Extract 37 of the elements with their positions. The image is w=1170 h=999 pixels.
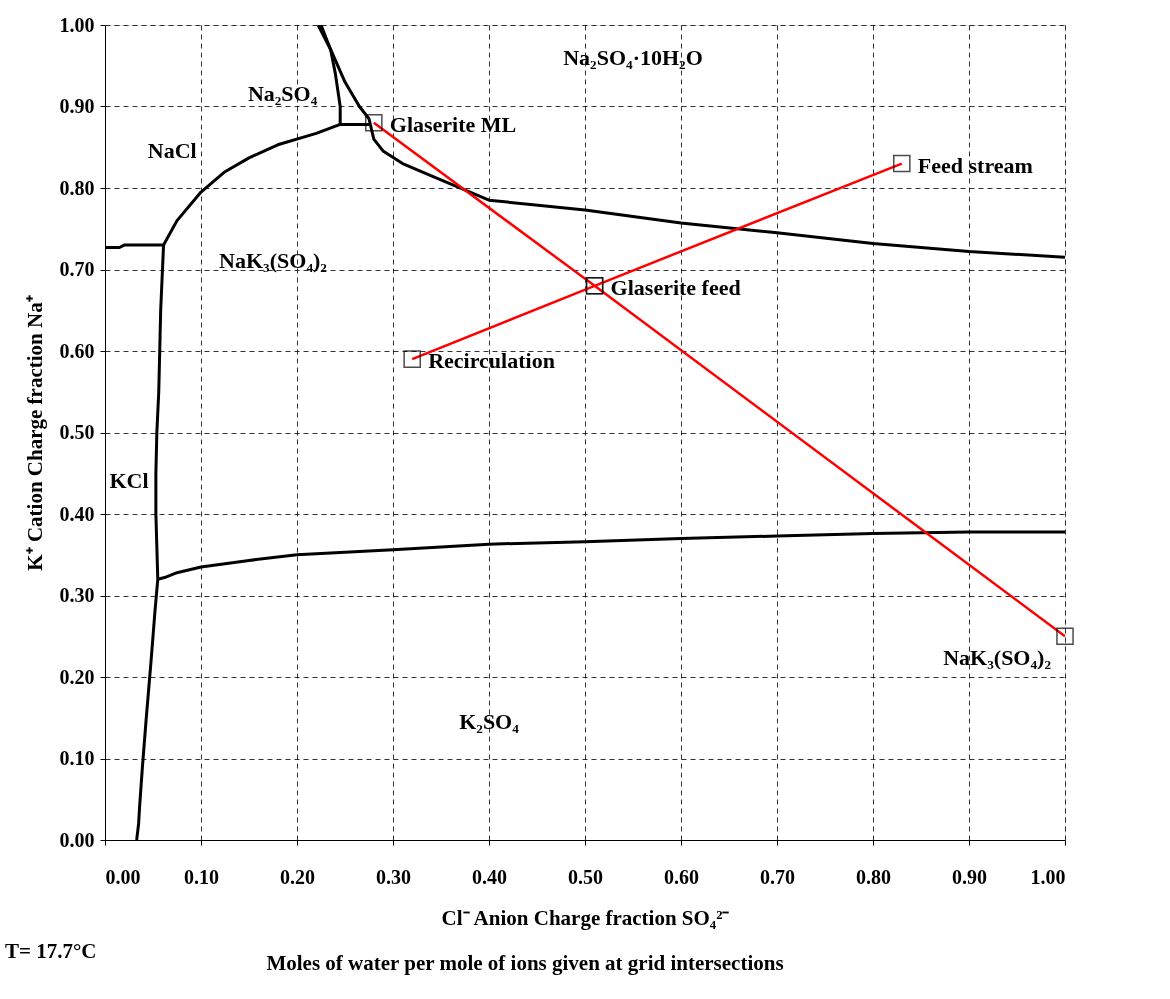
text: Moles of water per mole of ions given at grid intersections <box>266 951 784 975</box>
y-tick-label: 0.50 <box>59 421 95 443</box>
y-tick-label: 0.90 <box>59 95 95 117</box>
annotation: Feed stream <box>917 152 1033 178</box>
x-tick-label: 1.00 <box>1030 865 1066 888</box>
y-tick-label: 0.70 <box>59 258 95 280</box>
annotation: Glaserite feed <box>610 274 741 300</box>
y-tick-label: 0.60 <box>59 339 95 362</box>
annotation: Glaserite ML <box>389 111 517 137</box>
y-tick-label: 1.00 <box>59 13 95 36</box>
annotation: Recirculation <box>428 348 555 374</box>
text: T= 17.7°C <box>5 939 97 963</box>
x-tick-label: 0.60 <box>664 865 699 888</box>
annotation: KCl <box>109 468 149 494</box>
y-tick-label: 0.10 <box>59 747 95 769</box>
x-axis-title: Cl⁻ Anion Charge fraction SO₄²⁻ <box>441 905 730 930</box>
annotation: NaCl <box>147 138 197 164</box>
x-tick-label: 0.40 <box>472 865 507 888</box>
annotation: K₂SO₄ <box>459 708 520 734</box>
x-tick-label: 0.70 <box>760 865 795 888</box>
x-tick-label: 0.50 <box>568 865 603 888</box>
annotation: NaK₃(SO₄)₂ <box>219 248 328 274</box>
x-tick-label: 0.10 <box>184 865 219 888</box>
y-axis-title: K⁺ Cation Charge fraction Na⁺ <box>22 295 47 571</box>
y-tick-label: 0.20 <box>59 665 95 688</box>
x-tick-label: 0.20 <box>280 865 315 888</box>
x-tick-label: 0.00 <box>105 865 141 888</box>
annotation: Na₂SO₄·10H₂O <box>563 44 703 70</box>
x-tick-label: 0.30 <box>376 865 411 888</box>
y-tick-label: 0.40 <box>59 502 95 525</box>
y-tick-label: 0.00 <box>59 828 95 851</box>
annotation: NaK₃(SO₄)₂ <box>943 645 1052 671</box>
y-tick-label: 0.80 <box>59 176 95 199</box>
y-tick-label: 0.30 <box>59 584 95 606</box>
annotation: Na₂SO₄ <box>247 81 318 107</box>
x-tick-label: 0.90 <box>952 865 987 888</box>
x-tick-label: 0.80 <box>856 865 891 888</box>
